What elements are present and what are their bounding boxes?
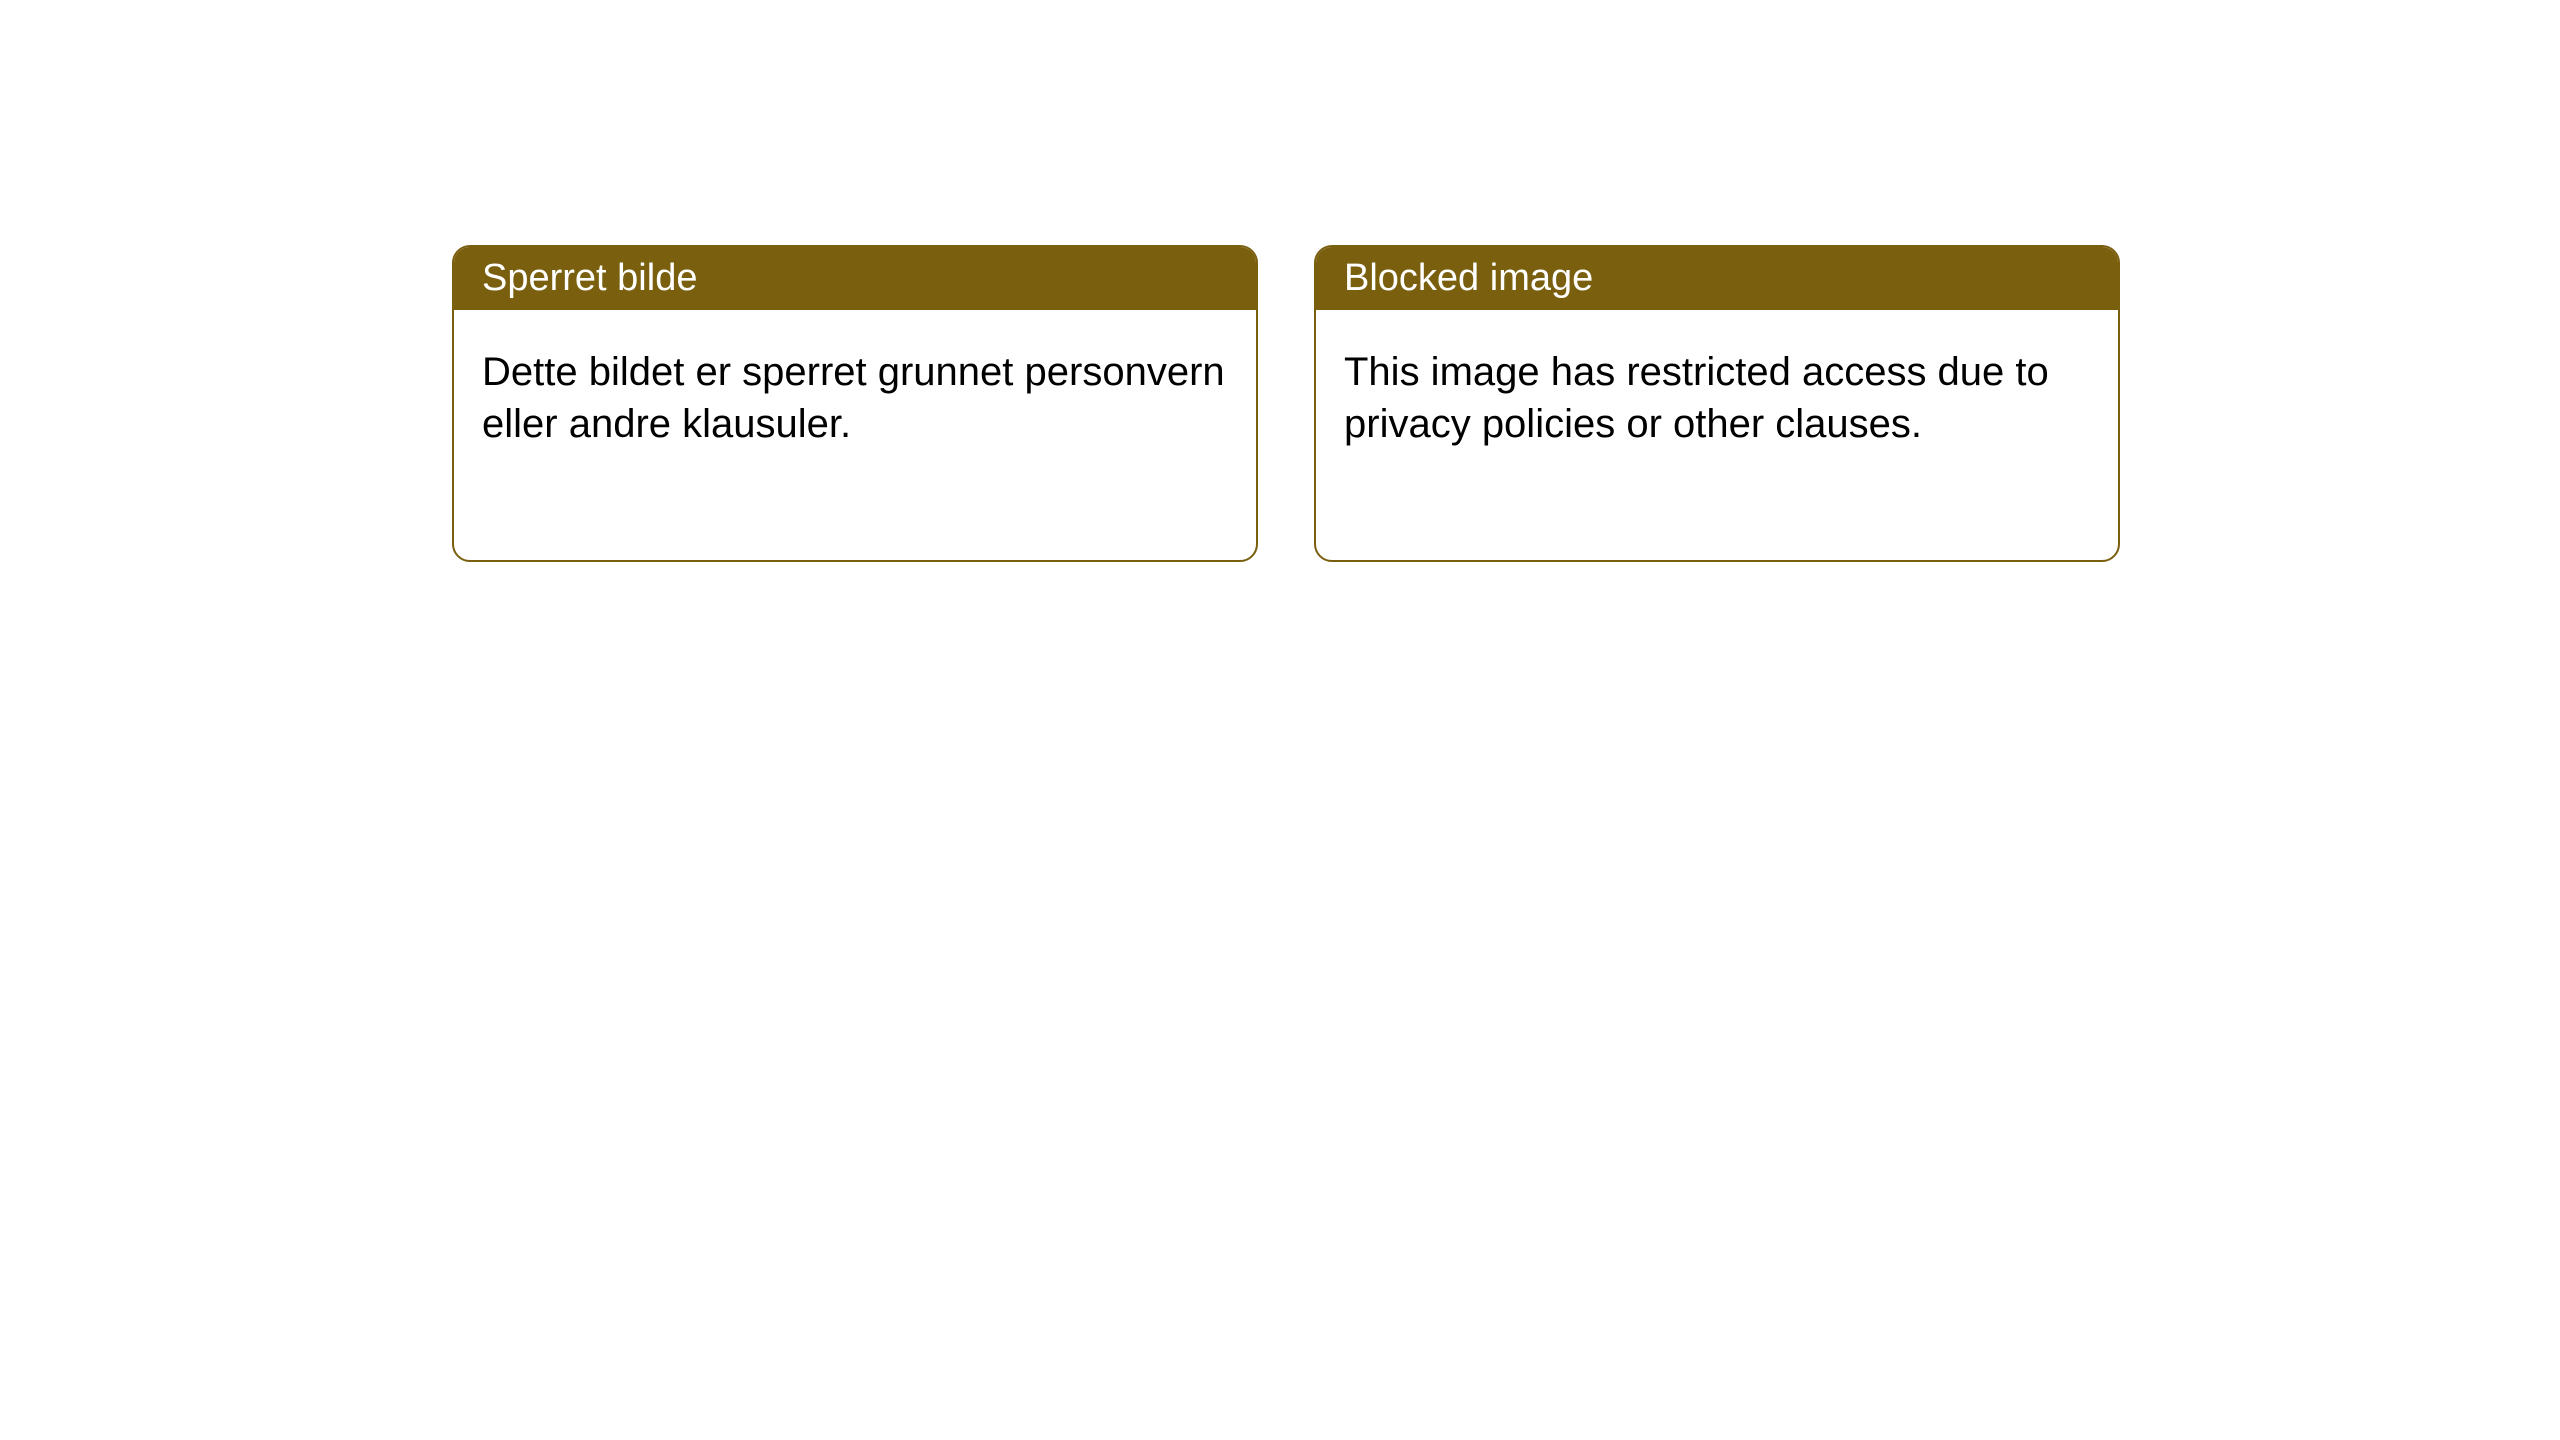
cards-container: Sperret bilde Dette bildet er sperret gr… — [452, 245, 2560, 562]
blocked-image-card-norwegian: Sperret bilde Dette bildet er sperret gr… — [452, 245, 1258, 562]
card-header-norwegian: Sperret bilde — [454, 247, 1256, 310]
card-body-text: This image has restricted access due to … — [1344, 350, 2049, 446]
card-body-norwegian: Dette bildet er sperret grunnet personve… — [454, 310, 1256, 560]
card-header-english: Blocked image — [1316, 247, 2118, 310]
card-title: Sperret bilde — [482, 257, 697, 299]
blocked-image-card-english: Blocked image This image has restricted … — [1314, 245, 2120, 562]
card-body-english: This image has restricted access due to … — [1316, 310, 2118, 560]
card-body-text: Dette bildet er sperret grunnet personve… — [482, 350, 1225, 446]
card-title: Blocked image — [1344, 257, 1593, 299]
